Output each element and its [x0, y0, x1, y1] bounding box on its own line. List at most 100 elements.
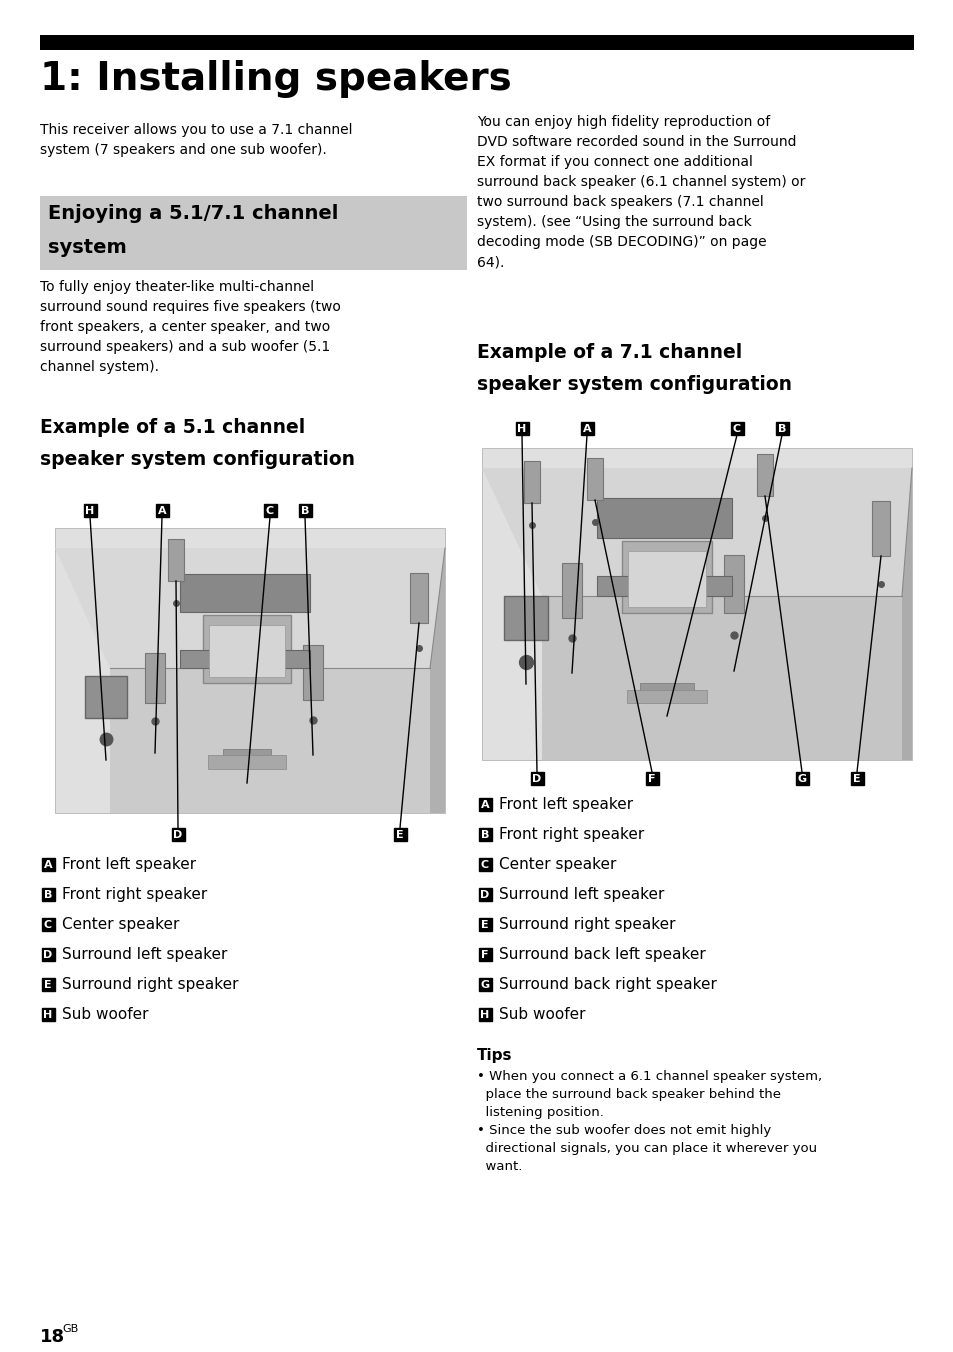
Text: To fully enjoy theater-like multi-channel
surround sound requires five speakers : To fully enjoy theater-like multi-channe…	[40, 280, 340, 375]
Text: F: F	[648, 773, 655, 784]
Text: A: A	[157, 506, 166, 515]
Bar	[478, 1009, 492, 1021]
Text: Sub woofer: Sub woofer	[62, 1007, 149, 1022]
Bar	[42, 918, 55, 932]
Text: 1: Installing speakers: 1: Installing speakers	[40, 59, 511, 97]
Text: A: A	[44, 860, 52, 869]
Bar	[40, 35, 913, 50]
Text: E: E	[44, 979, 51, 990]
Text: speaker system configuration: speaker system configuration	[476, 375, 791, 393]
Text: H: H	[85, 506, 94, 515]
Bar	[478, 948, 492, 961]
Text: GB: GB	[62, 1324, 78, 1334]
Polygon shape	[430, 548, 444, 813]
Bar	[298, 504, 312, 516]
Text: Example of a 7.1 channel: Example of a 7.1 channel	[476, 343, 741, 362]
Bar	[478, 827, 492, 841]
Text: Center speaker: Center speaker	[62, 917, 179, 932]
Bar	[645, 772, 659, 786]
Text: You can enjoy high fidelity reproduction of
DVD software recorded sound in the S: You can enjoy high fidelity reproduction…	[476, 115, 804, 269]
Bar	[795, 772, 808, 786]
Polygon shape	[481, 468, 911, 596]
Bar	[55, 529, 444, 813]
Text: This receiver allows you to use a 7.1 channel
system (7 speakers and one sub woo: This receiver allows you to use a 7.1 ch…	[40, 123, 352, 157]
Bar	[209, 625, 285, 677]
Bar	[145, 653, 165, 703]
Bar	[84, 504, 97, 516]
Bar	[478, 888, 492, 900]
Bar	[478, 918, 492, 932]
Text: B: B	[777, 423, 785, 434]
Text: Example of a 5.1 channel: Example of a 5.1 channel	[40, 418, 305, 437]
Bar	[42, 977, 55, 991]
Bar	[621, 541, 711, 612]
Bar	[481, 448, 911, 760]
Text: H: H	[43, 1010, 52, 1019]
Bar	[626, 690, 706, 703]
Text: Surround back right speaker: Surround back right speaker	[498, 977, 716, 992]
Bar	[172, 827, 185, 841]
Text: directional signals, you can place it wherever you: directional signals, you can place it wh…	[476, 1142, 817, 1155]
Text: 18: 18	[40, 1328, 65, 1347]
Text: C: C	[44, 919, 52, 930]
Text: Tips: Tips	[476, 1048, 512, 1063]
Bar	[40, 196, 467, 270]
Text: D: D	[43, 949, 52, 960]
Bar	[85, 676, 127, 718]
Bar	[478, 977, 492, 991]
Bar	[580, 422, 594, 435]
Bar	[597, 498, 731, 538]
Text: D: D	[480, 890, 489, 899]
Bar	[597, 576, 731, 596]
Bar	[180, 575, 310, 612]
Bar	[757, 454, 772, 496]
Bar	[723, 556, 743, 612]
Bar	[586, 458, 602, 500]
Bar	[303, 645, 323, 700]
Bar	[523, 461, 539, 503]
Text: H: H	[517, 423, 526, 434]
Bar	[42, 888, 55, 900]
Text: system: system	[48, 238, 127, 257]
Text: A: A	[480, 799, 489, 810]
Bar	[410, 573, 428, 623]
Bar	[503, 596, 547, 639]
Text: G: G	[797, 773, 805, 784]
Text: Front right speaker: Front right speaker	[498, 827, 643, 842]
Bar	[478, 859, 492, 871]
Bar	[394, 827, 407, 841]
Text: C: C	[732, 423, 740, 434]
Text: • When you connect a 6.1 channel speaker system,: • When you connect a 6.1 channel speaker…	[476, 1069, 821, 1083]
Text: C: C	[266, 506, 274, 515]
Text: want.: want.	[476, 1160, 522, 1174]
Bar	[208, 754, 286, 769]
Bar	[180, 650, 310, 668]
Text: E: E	[395, 830, 403, 840]
Text: E: E	[480, 919, 488, 930]
Text: Surround back left speaker: Surround back left speaker	[498, 946, 705, 963]
Bar	[850, 772, 863, 786]
Bar	[516, 422, 529, 435]
Bar	[42, 948, 55, 961]
Text: C: C	[480, 860, 489, 869]
Text: Front right speaker: Front right speaker	[62, 887, 207, 902]
Bar	[639, 683, 693, 694]
Text: D: D	[173, 830, 182, 840]
Polygon shape	[901, 468, 911, 760]
Bar	[42, 859, 55, 871]
Text: Surround right speaker: Surround right speaker	[498, 917, 675, 932]
Polygon shape	[55, 548, 444, 668]
Bar	[203, 615, 291, 683]
Text: Surround left speaker: Surround left speaker	[498, 887, 663, 902]
Text: Center speaker: Center speaker	[498, 857, 616, 872]
Bar	[156, 504, 169, 516]
Text: Sub woofer: Sub woofer	[498, 1007, 585, 1022]
Text: Enjoying a 5.1/7.1 channel: Enjoying a 5.1/7.1 channel	[48, 204, 338, 223]
Text: Front left speaker: Front left speaker	[62, 857, 196, 872]
Text: A: A	[582, 423, 591, 434]
Bar	[627, 552, 705, 607]
Text: E: E	[852, 773, 860, 784]
Text: B: B	[480, 830, 489, 840]
Text: • Since the sub woofer does not emit highly: • Since the sub woofer does not emit hig…	[476, 1124, 770, 1137]
Text: Front left speaker: Front left speaker	[498, 796, 633, 813]
